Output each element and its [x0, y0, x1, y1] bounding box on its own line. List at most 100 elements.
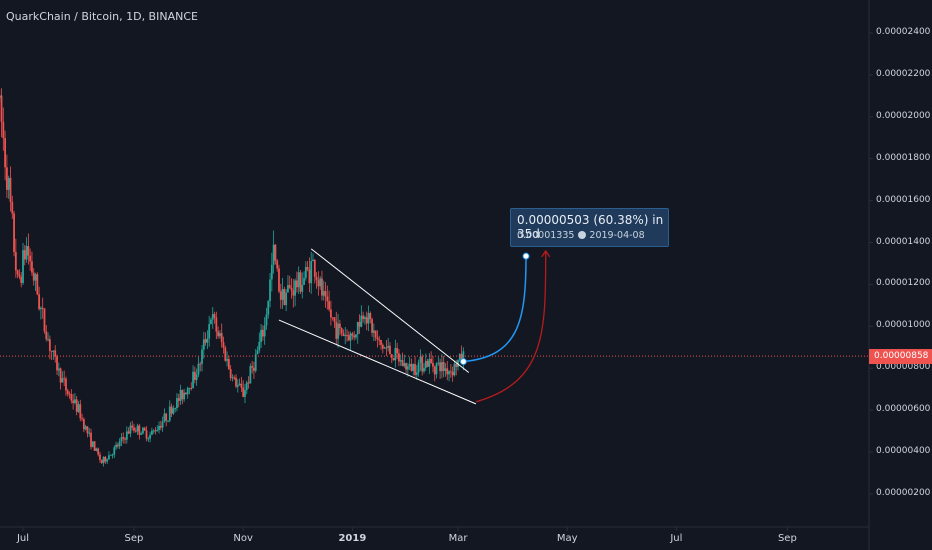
candle-body	[143, 427, 146, 431]
candle-body	[9, 177, 12, 202]
candle-body	[36, 274, 39, 295]
candle-body	[462, 351, 465, 362]
price-tick-label: 0.00002200	[876, 68, 931, 79]
candle-body	[5, 167, 8, 190]
candle-body	[290, 287, 293, 291]
candle-body	[392, 357, 395, 361]
candle-body	[159, 425, 162, 428]
candle-body	[38, 294, 41, 310]
candle-body	[265, 314, 268, 326]
candle-body	[131, 425, 134, 428]
candle-body	[245, 382, 248, 391]
candle-body	[109, 454, 112, 456]
candle-body	[152, 430, 155, 432]
candle-body	[81, 418, 83, 420]
candle-body	[256, 350, 259, 355]
candle-body	[448, 371, 450, 375]
candle-body	[88, 432, 91, 434]
candle-body	[312, 259, 314, 262]
candle-body	[233, 377, 236, 379]
candle-body	[134, 430, 137, 432]
candle-body	[226, 359, 228, 361]
candle-body	[326, 296, 329, 302]
candle-body	[150, 430, 153, 435]
candles	[0, 88, 465, 467]
candle-body	[47, 339, 49, 341]
candle-body	[251, 366, 254, 368]
candle-body	[263, 325, 266, 337]
candle-body	[451, 372, 454, 376]
candle-body	[86, 426, 89, 434]
candle-body	[444, 368, 447, 371]
candle-body	[240, 383, 243, 388]
candle-body	[355, 334, 357, 338]
candle-body	[321, 278, 323, 296]
price-tick-label: 0.00001400	[876, 236, 931, 247]
candle-body	[433, 366, 436, 375]
candle-body	[449, 371, 452, 373]
price-tick-label: 0.00001600	[876, 194, 931, 205]
candle-body	[270, 264, 273, 280]
candle-body	[421, 356, 424, 372]
candle-body	[415, 372, 418, 375]
projection-callout[interactable]: 0.00000503 (60.38%) in 35d 0.00001335 201…	[510, 208, 669, 247]
candle-body	[213, 314, 216, 318]
candle-body	[222, 342, 225, 348]
candle-body	[306, 266, 309, 270]
time-tick-label: Jul	[16, 533, 30, 544]
candle-body	[91, 441, 94, 447]
candle-body	[390, 354, 393, 358]
candle-body	[380, 340, 382, 345]
candle-body	[294, 280, 296, 296]
candle-body	[276, 260, 279, 269]
candle-body	[238, 383, 241, 385]
candle-body	[170, 406, 173, 414]
candle-body	[272, 244, 275, 265]
candle-body	[106, 459, 109, 462]
candle-body	[95, 448, 98, 451]
chart-grid	[22, 32, 873, 531]
price-tick-label: 0.00001000	[876, 320, 931, 331]
candle-body	[129, 425, 132, 434]
candle-body	[188, 387, 191, 389]
time-tick-label: Mar	[448, 533, 468, 544]
candle-body	[0, 95, 1, 98]
candle-body	[199, 363, 202, 365]
projection-change: 0.00000503 (60.38%) in 35d	[517, 213, 664, 241]
candle-body	[57, 368, 60, 371]
candle-body	[82, 419, 85, 430]
candle-body	[124, 438, 126, 440]
candle-body	[457, 359, 459, 367]
candle-body	[116, 444, 119, 447]
candle-body	[385, 347, 388, 349]
candle-body	[220, 333, 223, 343]
wedge-upper-line	[310, 248, 470, 373]
candle-body	[279, 291, 282, 300]
candle-body	[90, 432, 92, 447]
candle-body	[231, 377, 234, 379]
candle-body	[0, 95, 3, 122]
candle-body	[358, 321, 361, 327]
candle-body	[419, 356, 422, 363]
candle-body	[201, 349, 203, 364]
price-tick-label: 0.00000200	[876, 488, 931, 498]
candle-body	[406, 366, 409, 370]
candle-body	[328, 301, 331, 310]
candle-body	[79, 404, 82, 419]
candle-body	[197, 363, 200, 375]
chart-title: QuarkChain / Bitcoin, 1D, BINANCE	[6, 10, 198, 23]
candle-body	[34, 274, 37, 281]
candle-body	[446, 368, 449, 375]
candle-body	[244, 390, 246, 397]
candle-body	[437, 362, 440, 364]
candle-body	[145, 430, 148, 439]
candle-body	[288, 285, 291, 288]
candle-body	[303, 277, 305, 285]
candle-body	[337, 323, 339, 339]
candle-body	[371, 319, 373, 333]
projection-target-price: 0.00001335	[517, 230, 575, 241]
candle-body	[378, 339, 381, 341]
candle-body	[210, 319, 212, 325]
candle-body	[317, 280, 320, 287]
